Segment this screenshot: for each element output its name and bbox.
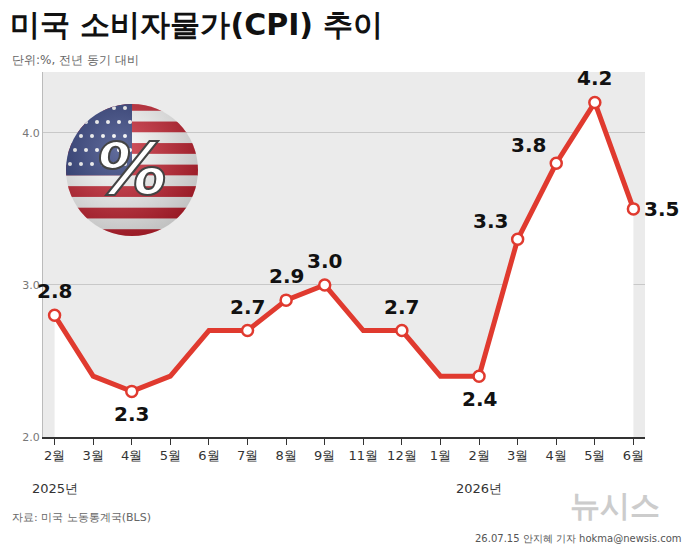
svg-text:3월: 3월 <box>83 448 104 463</box>
svg-text:3.0: 3.0 <box>307 249 342 273</box>
svg-text:7월: 7월 <box>237 448 258 463</box>
svg-text:2월: 2월 <box>44 448 65 463</box>
svg-text:2026년: 2026년 <box>456 481 502 496</box>
svg-text:9월: 9월 <box>314 448 335 463</box>
svg-text:2.3: 2.3 <box>114 402 149 426</box>
svg-text:6월: 6월 <box>623 448 644 463</box>
svg-text:뉴시스: 뉴시스 <box>570 488 660 523</box>
svg-text:11월: 11월 <box>349 448 379 463</box>
svg-text:1월: 1월 <box>430 448 451 463</box>
svg-text:4.2: 4.2 <box>577 66 612 90</box>
svg-text:미국 소비자물가(CPI) 추이: 미국 소비자물가(CPI) 추이 <box>10 7 383 42</box>
svg-text:단위:%, 전년 동기 대비: 단위:%, 전년 동기 대비 <box>12 53 139 67</box>
svg-text:26.07.15 안지혜 기자 hokma@newsis.c: 26.07.15 안지혜 기자 hokma@newsis.com <box>475 533 682 544</box>
svg-text:2.8: 2.8 <box>37 279 72 303</box>
svg-text:2월: 2월 <box>468 448 489 463</box>
svg-text:자료: 미국 노동통계국(BLS): 자료: 미국 노동통계국(BLS) <box>12 511 151 524</box>
svg-text:2.9: 2.9 <box>269 264 304 288</box>
svg-text:4.0: 4.0 <box>22 127 40 140</box>
svg-text:3.3: 3.3 <box>473 209 508 233</box>
svg-text:2025년: 2025년 <box>32 481 78 496</box>
svg-text:2.0: 2.0 <box>22 431 40 444</box>
svg-text:2.4: 2.4 <box>462 387 497 411</box>
svg-text:3.8: 3.8 <box>511 133 546 157</box>
svg-text:2.7: 2.7 <box>384 295 419 319</box>
svg-text:3.5: 3.5 <box>644 197 679 221</box>
svg-text:3월: 3월 <box>507 448 528 463</box>
svg-text:5월: 5월 <box>160 448 181 463</box>
svg-text:6월: 6월 <box>198 448 219 463</box>
svg-text:4월: 4월 <box>546 448 567 463</box>
svg-text:4월: 4월 <box>121 448 142 463</box>
svg-text:8월: 8월 <box>275 448 296 463</box>
svg-text:%: % <box>96 127 168 211</box>
svg-text:3.0: 3.0 <box>22 279 40 292</box>
svg-text:5월: 5월 <box>584 448 605 463</box>
svg-text:12월: 12월 <box>387 448 417 463</box>
svg-text:2.7: 2.7 <box>230 295 265 319</box>
